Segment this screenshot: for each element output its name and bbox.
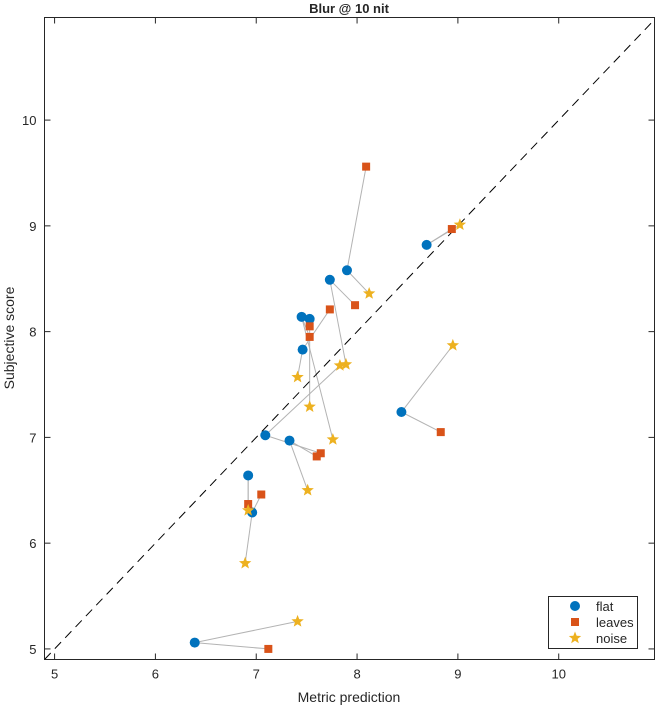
connector-line xyxy=(346,166,367,271)
legend-label: noise xyxy=(596,631,627,646)
y-tick-label: 6 xyxy=(29,536,36,551)
legend-box xyxy=(548,596,638,649)
connector-line xyxy=(194,620,298,644)
legend-label: flat xyxy=(596,599,614,614)
connector-line xyxy=(401,345,454,413)
point-flat xyxy=(260,430,271,441)
connector-line xyxy=(289,440,309,491)
connector-line xyxy=(194,642,269,650)
x-tick-label: 7 xyxy=(253,667,260,682)
point-leaves xyxy=(312,452,321,461)
point-leaves xyxy=(257,490,266,499)
point-leaves xyxy=(351,301,360,310)
point-noise xyxy=(241,503,255,516)
connector-line xyxy=(329,279,347,365)
point-flat xyxy=(296,311,307,322)
axis-ticks: 5 6 7 8 9 10 5 6 7 8 9 10 xyxy=(22,17,655,682)
x-tick-label: 9 xyxy=(454,667,461,682)
point-noise xyxy=(291,370,304,383)
point-leaves xyxy=(305,322,314,331)
point-noise xyxy=(303,400,316,412)
chart-title: Blur @ 10 nit xyxy=(309,1,390,16)
x-tick-label: 5 xyxy=(51,667,58,682)
y-tick-label: 5 xyxy=(29,642,36,657)
point-leaves xyxy=(316,449,325,458)
point-leaves xyxy=(436,428,445,437)
connector-line xyxy=(264,365,341,436)
y-tick-label: 7 xyxy=(29,430,36,445)
y-tick-label: 8 xyxy=(29,325,36,340)
point-flat xyxy=(341,265,352,276)
point-leaves xyxy=(264,644,273,653)
point-flat xyxy=(421,239,432,250)
legend-marker-flat xyxy=(570,601,580,611)
legend-marker-leaves xyxy=(571,618,579,626)
point-leaves xyxy=(305,332,314,341)
point-leaves xyxy=(362,162,371,171)
legend-item-leaves: leaves xyxy=(571,615,634,630)
point-noise xyxy=(453,218,467,231)
legend-item-noise: noise xyxy=(568,631,627,646)
connector-line xyxy=(265,434,321,454)
connector-line xyxy=(302,309,331,350)
y-tick-label: 9 xyxy=(29,219,36,234)
y-axis-label: Subjective score xyxy=(1,286,17,389)
x-axis-label: Metric prediction xyxy=(298,689,401,705)
x-tick-label: 6 xyxy=(152,667,159,682)
x-tick-label: 8 xyxy=(353,667,360,682)
connector-line xyxy=(289,440,317,457)
point-noise xyxy=(326,433,340,445)
point-noise xyxy=(339,357,353,370)
point-leaves xyxy=(325,305,334,314)
identity-reference-line xyxy=(44,19,655,660)
point-noise xyxy=(333,358,347,371)
y-tick-label: 10 xyxy=(22,113,36,128)
point-noise xyxy=(362,287,376,299)
axes-box xyxy=(44,17,655,660)
point-flat xyxy=(284,435,295,446)
data-points xyxy=(189,162,467,653)
point-flat xyxy=(324,274,335,285)
point-flat xyxy=(304,313,315,324)
point-noise xyxy=(291,614,304,627)
point-flat xyxy=(297,344,308,355)
point-flat xyxy=(189,637,200,648)
legend-label: leaves xyxy=(596,615,634,630)
point-flat xyxy=(243,470,254,481)
x-tick-label: 10 xyxy=(551,667,565,682)
point-flat xyxy=(396,407,407,418)
point-noise xyxy=(446,338,460,351)
connector-line xyxy=(244,512,253,564)
point-leaves xyxy=(447,225,456,234)
point-noise xyxy=(238,556,252,569)
legend-item-flat: flat xyxy=(570,599,614,614)
connector-line xyxy=(329,279,356,306)
connector-line xyxy=(401,411,441,433)
legend-marker-noise xyxy=(568,631,582,644)
connector-line xyxy=(346,269,370,294)
point-noise xyxy=(301,483,314,496)
